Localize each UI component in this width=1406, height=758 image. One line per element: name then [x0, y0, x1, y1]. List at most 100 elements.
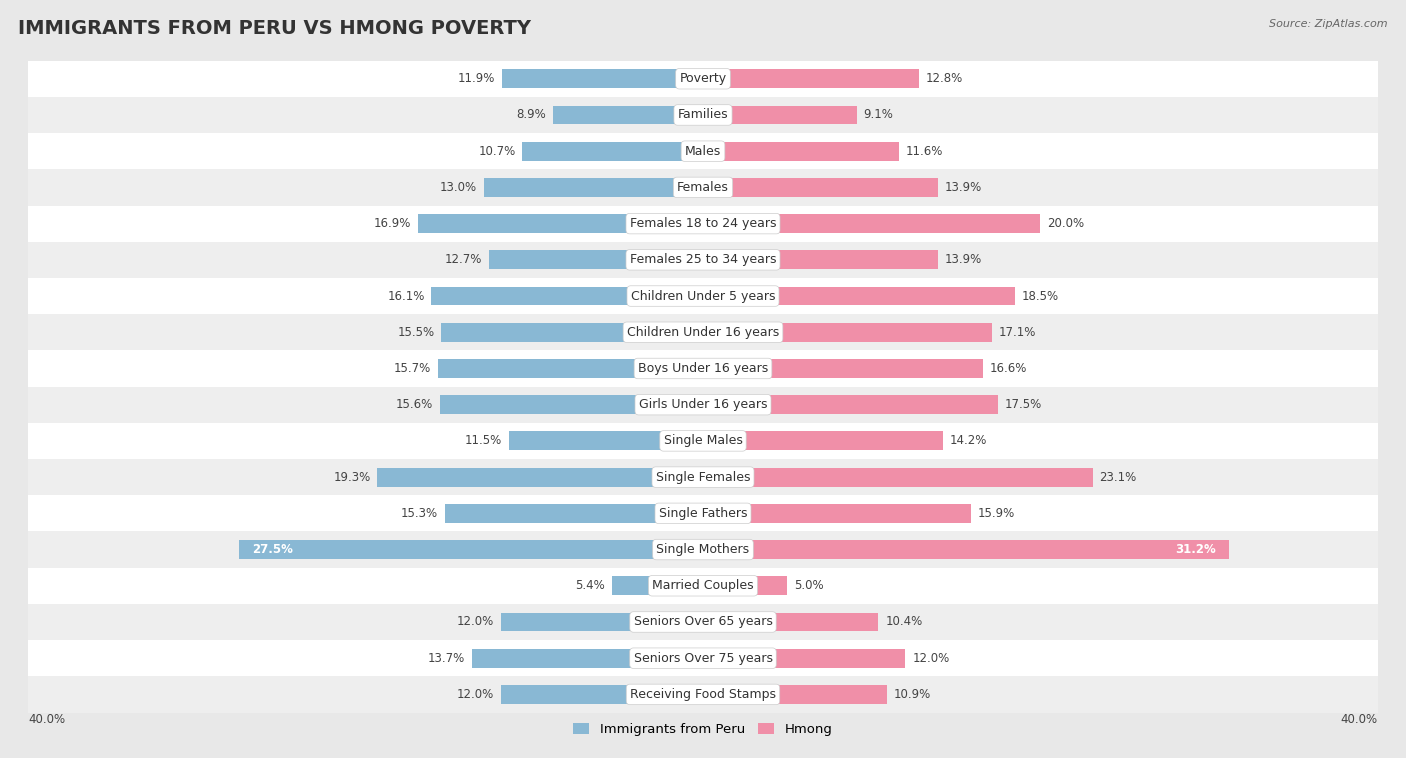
Text: Seniors Over 65 years: Seniors Over 65 years: [634, 615, 772, 628]
Text: 12.8%: 12.8%: [925, 72, 963, 85]
Bar: [509, 431, 703, 450]
Text: Males: Males: [685, 145, 721, 158]
Text: 13.7%: 13.7%: [427, 652, 465, 665]
Bar: [484, 178, 703, 197]
Text: 13.0%: 13.0%: [440, 181, 477, 194]
Bar: [703, 431, 942, 450]
Text: 10.4%: 10.4%: [886, 615, 922, 628]
Text: 19.3%: 19.3%: [333, 471, 371, 484]
Bar: [28, 531, 1378, 568]
Bar: [418, 215, 703, 233]
Bar: [377, 468, 703, 487]
Text: 17.1%: 17.1%: [998, 326, 1036, 339]
Bar: [703, 105, 856, 124]
Text: Boys Under 16 years: Boys Under 16 years: [638, 362, 768, 375]
Text: 5.0%: 5.0%: [794, 579, 824, 592]
Bar: [703, 395, 998, 414]
Bar: [703, 215, 1040, 233]
Bar: [28, 278, 1378, 314]
Bar: [703, 685, 887, 704]
Text: 12.7%: 12.7%: [444, 253, 482, 266]
Bar: [703, 359, 983, 378]
Text: Families: Families: [678, 108, 728, 121]
Text: 12.0%: 12.0%: [457, 615, 494, 628]
Bar: [502, 69, 703, 88]
Bar: [703, 69, 920, 88]
Bar: [28, 568, 1378, 604]
Bar: [28, 459, 1378, 495]
Text: Single Mothers: Single Mothers: [657, 543, 749, 556]
Text: Females: Females: [678, 181, 728, 194]
Text: Source: ZipAtlas.com: Source: ZipAtlas.com: [1270, 19, 1388, 29]
Text: 12.0%: 12.0%: [457, 688, 494, 701]
Text: 27.5%: 27.5%: [253, 543, 294, 556]
Bar: [440, 395, 703, 414]
Text: 15.6%: 15.6%: [396, 398, 433, 411]
Bar: [28, 205, 1378, 242]
Bar: [612, 576, 703, 595]
Bar: [501, 612, 703, 631]
Text: 23.1%: 23.1%: [1099, 471, 1136, 484]
Text: 10.7%: 10.7%: [478, 145, 516, 158]
Bar: [239, 540, 703, 559]
Bar: [28, 61, 1378, 97]
Text: 16.6%: 16.6%: [990, 362, 1028, 375]
Text: 5.4%: 5.4%: [575, 579, 605, 592]
Text: 10.9%: 10.9%: [894, 688, 931, 701]
Bar: [28, 242, 1378, 278]
Bar: [523, 142, 703, 161]
Text: 40.0%: 40.0%: [28, 713, 65, 725]
Bar: [703, 649, 905, 668]
Bar: [28, 495, 1378, 531]
Text: 12.0%: 12.0%: [912, 652, 949, 665]
Text: Single Males: Single Males: [664, 434, 742, 447]
Text: 13.9%: 13.9%: [945, 253, 981, 266]
Bar: [28, 350, 1378, 387]
Text: Females 18 to 24 years: Females 18 to 24 years: [630, 217, 776, 230]
Bar: [28, 133, 1378, 169]
Bar: [703, 323, 991, 342]
Bar: [703, 504, 972, 523]
Bar: [28, 314, 1378, 350]
Text: 15.5%: 15.5%: [398, 326, 434, 339]
Bar: [703, 540, 1229, 559]
Bar: [472, 649, 703, 668]
Bar: [28, 604, 1378, 640]
Text: 8.9%: 8.9%: [516, 108, 546, 121]
Text: 16.1%: 16.1%: [387, 290, 425, 302]
Text: 15.3%: 15.3%: [401, 507, 439, 520]
Text: Children Under 5 years: Children Under 5 years: [631, 290, 775, 302]
Text: 31.2%: 31.2%: [1175, 543, 1216, 556]
Text: 11.5%: 11.5%: [465, 434, 502, 447]
Text: Single Fathers: Single Fathers: [659, 507, 747, 520]
Text: Females 25 to 34 years: Females 25 to 34 years: [630, 253, 776, 266]
Text: Married Couples: Married Couples: [652, 579, 754, 592]
Bar: [28, 676, 1378, 713]
Text: 13.9%: 13.9%: [945, 181, 981, 194]
Bar: [703, 287, 1015, 305]
Bar: [441, 323, 703, 342]
Text: 15.9%: 15.9%: [979, 507, 1015, 520]
Bar: [28, 169, 1378, 205]
Bar: [28, 423, 1378, 459]
Text: Seniors Over 75 years: Seniors Over 75 years: [634, 652, 772, 665]
Bar: [703, 612, 879, 631]
Bar: [432, 287, 703, 305]
Text: 18.5%: 18.5%: [1022, 290, 1059, 302]
Text: 11.9%: 11.9%: [458, 72, 495, 85]
Bar: [28, 387, 1378, 423]
Bar: [703, 250, 938, 269]
Text: 17.5%: 17.5%: [1005, 398, 1042, 411]
Text: Children Under 16 years: Children Under 16 years: [627, 326, 779, 339]
Bar: [28, 640, 1378, 676]
Bar: [703, 142, 898, 161]
Bar: [703, 178, 938, 197]
Bar: [28, 97, 1378, 133]
Text: 20.0%: 20.0%: [1047, 217, 1084, 230]
Bar: [553, 105, 703, 124]
Text: IMMIGRANTS FROM PERU VS HMONG POVERTY: IMMIGRANTS FROM PERU VS HMONG POVERTY: [18, 19, 531, 38]
Legend: Immigrants from Peru, Hmong: Immigrants from Peru, Hmong: [568, 718, 838, 742]
Text: Receiving Food Stamps: Receiving Food Stamps: [630, 688, 776, 701]
Bar: [501, 685, 703, 704]
Bar: [444, 504, 703, 523]
